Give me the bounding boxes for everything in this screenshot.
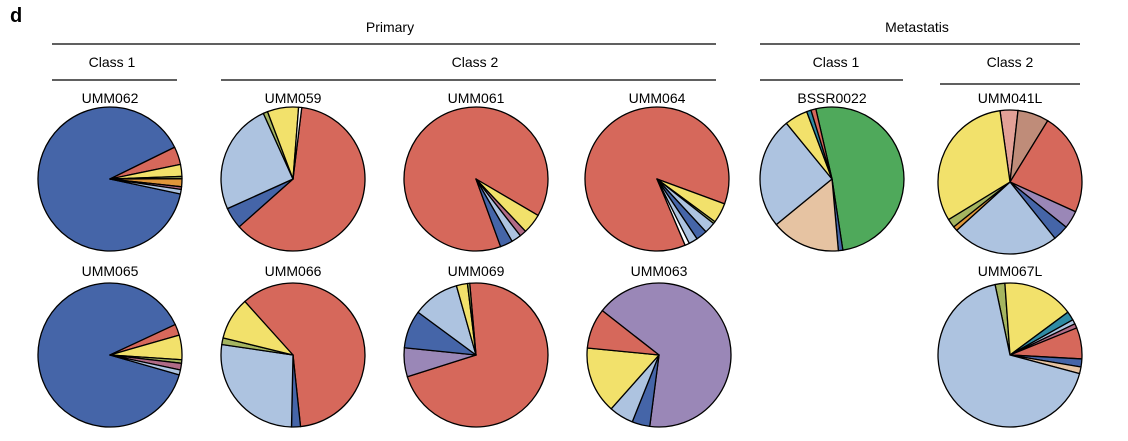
pie-umm059: UMM059 xyxy=(220,90,366,252)
class-header-meta-1: Class 1 xyxy=(813,54,860,70)
pie-umm064: UMM064 xyxy=(584,90,730,252)
pie-slice-umm066-0 xyxy=(244,282,366,428)
pie-label: UMM066 xyxy=(265,263,322,279)
panel-letter: d xyxy=(10,5,22,27)
pie-slice-umm041l-5 xyxy=(956,181,1056,255)
pie-slice-umm063-3 xyxy=(586,347,660,410)
class-header-meta-2: Class 2 xyxy=(987,54,1034,70)
pie-umm065: UMM065 xyxy=(37,263,183,428)
pie-label: UMM061 xyxy=(448,90,505,106)
group-header-metastasis: Metastatis xyxy=(885,19,949,35)
pie-label: UMM069 xyxy=(448,263,505,279)
pie-label: UMM041L xyxy=(978,90,1043,106)
pie-slice-umm062-6 xyxy=(109,178,182,195)
group-header-primary: Primary xyxy=(366,19,414,35)
pie-label: UMM065 xyxy=(82,263,139,279)
pie-umm063: UMM063 xyxy=(586,263,732,428)
pie-slice-umm067l-1 xyxy=(1004,282,1069,356)
pie-umm062: UMM062 xyxy=(37,90,183,252)
pie-label: BSSR0022 xyxy=(797,90,866,106)
pie-slice-bssr0022-2 xyxy=(775,178,840,252)
pie-slice-umm069-5 xyxy=(466,282,477,356)
pie-label: UMM064 xyxy=(629,90,686,106)
pie-label: UMM059 xyxy=(265,90,322,106)
pie-slice-bssr0022-3 xyxy=(759,122,833,226)
pie-slice-umm041l-8 xyxy=(937,110,1011,221)
pie-label: UMM063 xyxy=(631,263,688,279)
pie-umm041l: UMM041L xyxy=(937,90,1083,255)
class-header-primary-1: Class 1 xyxy=(89,54,136,70)
pie-slice-umm061-4 xyxy=(475,178,513,248)
pie-label: UMM067L xyxy=(978,263,1043,279)
class-header-primary-2: Class 2 xyxy=(452,54,499,70)
pie-slice-umm066-4 xyxy=(222,300,294,356)
pie-umm061: UMM061 xyxy=(403,90,549,252)
pie-slice-umm062-0 xyxy=(37,106,182,252)
pie-slice-umm063-0 xyxy=(601,282,732,428)
pie-slice-umm067l-8 xyxy=(937,283,1081,428)
pie-bssr0022: BSSR0022 xyxy=(759,90,905,252)
pie-slice-umm059-5 xyxy=(292,106,303,180)
pie-slice-umm064-6 xyxy=(656,178,690,246)
pie-label: UMM062 xyxy=(82,90,139,106)
pie-umm067l: UMM067L xyxy=(937,263,1083,428)
pie-slice-umm065-0 xyxy=(37,282,180,428)
pie-slice-bssr0022-6 xyxy=(810,108,833,180)
pie-slice-umm041l-2 xyxy=(1009,120,1083,213)
pie-slice-umm065-5 xyxy=(109,354,182,376)
pie-slice-umm069-0 xyxy=(406,282,549,428)
pie-slice-umm059-0 xyxy=(238,106,366,252)
pie-slice-umm066-2 xyxy=(220,343,294,428)
pie-umm066: UMM066 xyxy=(220,263,366,428)
pie-slice-umm059-2 xyxy=(220,112,294,210)
pie-umm069: UMM069 xyxy=(403,263,549,428)
pie-slice-umm063-4 xyxy=(586,310,660,356)
